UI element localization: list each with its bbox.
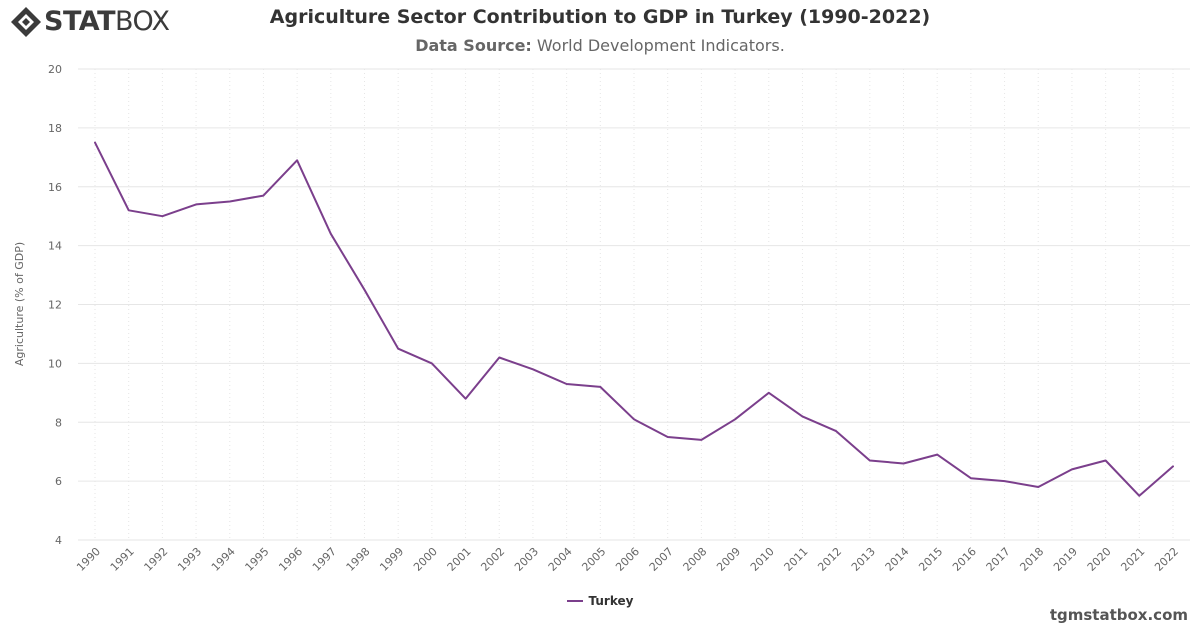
data-point[interactable] [799,413,805,419]
x-axis-ticks: 1990 1991 1992 1993 1994 1995 1996 1997 1998 1999… [74,545,1181,574]
x-tick-label: 2014 [883,545,912,574]
logo-wordmark: STATBOX [44,6,170,38]
data-point[interactable] [597,384,603,390]
x-tick-label: 1997 [310,545,339,574]
data-point[interactable] [294,157,300,163]
y-tick-label: 12 [48,299,62,312]
x-tick-label: 2022 [1152,545,1181,574]
x-tick-label: 2020 [1085,545,1114,574]
data-point[interactable] [126,207,132,213]
source-value: World Development Indicators. [536,36,785,55]
y-tick-label: 16 [48,181,62,194]
data-point[interactable] [867,458,873,464]
data-point[interactable] [564,381,570,387]
data-point[interactable] [395,346,401,352]
x-tick-label: 2019 [1051,545,1080,574]
data-point[interactable] [1035,484,1041,490]
x-tick-label: 2001 [445,545,474,574]
x-tick-label: 1991 [108,545,137,574]
x-tick-label: 1990 [74,545,103,574]
x-tick-label: 2018 [1017,545,1046,574]
data-point[interactable] [227,198,233,204]
x-tick-label: 2016 [950,545,979,574]
x-tick-label: 2011 [782,545,811,574]
x-tick-label: 2004 [546,545,575,574]
data-point[interactable] [732,416,738,422]
data-point[interactable] [92,140,98,146]
logo-thin-text: BOX [114,6,170,37]
y-tick-label: 10 [48,357,62,370]
x-tick-label: 2007 [647,545,676,574]
data-point[interactable] [1170,463,1176,469]
data-point[interactable] [496,354,502,360]
x-tick-label: 2009 [714,545,743,574]
x-tick-label: 2017 [984,545,1013,574]
source-label: Data Source: [415,36,532,55]
data-point[interactable] [698,437,704,443]
y-tick-label: 18 [48,122,62,135]
x-tick-label: 2015 [916,545,945,574]
series-lines [92,140,1176,499]
legend-swatch-turkey [566,600,583,602]
y-tick-label: 8 [55,416,62,429]
data-point[interactable] [665,434,671,440]
x-tick-label: 1993 [175,545,204,574]
y-tick-label: 20 [48,63,62,76]
x-tick-label: 2008 [681,545,710,574]
data-point[interactable] [429,360,435,366]
chart-subtitle: Data Source: World Development Indicator… [0,36,1200,55]
x-tick-label: 2006 [613,545,642,574]
data-point[interactable] [631,416,637,422]
data-point[interactable] [1002,478,1008,484]
x-tick-label: 2010 [748,545,777,574]
x-tick-label: 1995 [243,545,272,574]
y-tick-label: 4 [55,534,62,547]
x-tick-label: 2005 [579,545,608,574]
site-credit[interactable]: tgmstatbox.com [1049,606,1188,624]
x-tick-label: 2012 [815,545,844,574]
data-point[interactable] [159,213,165,219]
statbox-logo: STATBOX [10,6,170,38]
data-point[interactable] [463,396,469,402]
grid-lines [78,68,1190,541]
data-point[interactable] [1103,458,1109,464]
y-axis-ticks: 4 6 8 10 12 14 16 18 20 [48,63,62,547]
x-tick-label: 2013 [849,545,878,574]
logo-bold-text: STAT [44,6,115,37]
data-point[interactable] [833,428,839,434]
statbox-diamond-icon [11,7,41,37]
chart-title: Agriculture Sector Contribution to GDP i… [269,6,931,28]
x-tick-label: 1992 [142,545,171,574]
x-tick-label: 1998 [344,545,373,574]
x-tick-label: 2021 [1118,545,1147,574]
x-tick-label: 2000 [411,545,440,574]
data-point[interactable] [260,193,266,199]
data-point[interactable] [1136,493,1142,499]
y-tick-label: 14 [48,240,62,253]
data-point[interactable] [934,452,940,458]
legend[interactable]: Turkey [0,594,1200,608]
data-point[interactable] [328,231,334,237]
x-tick-label: 2003 [512,545,541,574]
data-point[interactable] [193,201,199,207]
x-tick-label: 1994 [209,545,238,574]
x-tick-label: 1999 [377,545,406,574]
y-axis-label: Agriculture (% of GDP) [13,242,26,366]
data-point[interactable] [362,287,368,293]
data-point[interactable] [968,475,974,481]
data-point[interactable] [1069,466,1075,472]
data-point[interactable] [901,460,907,466]
data-point[interactable] [530,366,536,372]
x-tick-label: 2002 [478,545,507,574]
x-tick-label: 1996 [276,545,305,574]
legend-item-turkey[interactable]: Turkey [588,594,634,608]
y-tick-label: 6 [55,475,62,488]
series-line-turkey[interactable] [94,141,1174,497]
data-point[interactable] [766,390,772,396]
